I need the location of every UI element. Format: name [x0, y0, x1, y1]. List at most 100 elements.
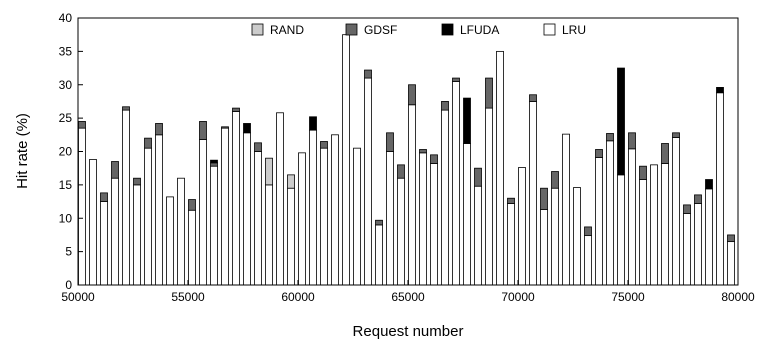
bar-group	[287, 174, 295, 286]
bar-segment-lru	[727, 241, 735, 286]
bar-segment-lru	[672, 137, 680, 286]
bar-segment-lru	[430, 163, 438, 286]
bar-segment-lru	[100, 201, 108, 286]
bar-segment-gdsf	[188, 199, 196, 211]
bar-segment-gdsf	[397, 164, 405, 179]
bar-segment-lru	[452, 81, 460, 286]
bar-segment-lru	[199, 139, 207, 286]
bar-group	[221, 126, 229, 286]
bar-segment-gdsf	[474, 167, 482, 187]
bar-segment-lru	[155, 134, 163, 286]
bar-segment-gdsf	[452, 77, 460, 82]
bar-segment-lru	[551, 187, 559, 286]
bar-segment-lru	[683, 213, 691, 286]
bar-segment-gdsf	[507, 197, 515, 204]
bar-segment-lru	[639, 179, 647, 286]
bar-group	[122, 106, 130, 286]
bar-segment-lfuda	[617, 67, 625, 176]
bar-group	[474, 167, 482, 286]
x-tick-label: 60000	[281, 290, 315, 304]
bar-segment-lru	[617, 174, 625, 286]
bar-group	[166, 196, 174, 286]
bar-group	[617, 67, 625, 286]
bar-segment-gdsf	[221, 126, 229, 129]
bar-group	[672, 132, 680, 286]
bar-segment-gdsf	[408, 84, 416, 106]
bars-layer	[78, 34, 735, 286]
x-tick-label: 65000	[391, 290, 425, 304]
bar-group	[595, 149, 603, 286]
legend-label: LRU	[562, 23, 586, 37]
bar-group	[375, 219, 383, 286]
bar-group	[331, 134, 339, 286]
legend-label: RAND	[270, 23, 304, 37]
bar-group	[89, 159, 97, 286]
bar-group	[430, 154, 438, 286]
bar-group	[364, 69, 372, 286]
bar-group	[529, 94, 537, 286]
bar-segment-lru	[408, 104, 416, 286]
ticks-layer: 0 5 10 15 20 25 30 35 40 50000 55000 60000 65000 7000…	[59, 11, 755, 304]
bar-group	[518, 167, 526, 286]
x-tick-label: 50000	[61, 290, 95, 304]
bar-group	[661, 143, 669, 286]
y-tick-label: 40	[59, 11, 73, 25]
bar-segment-gdsf	[584, 226, 592, 237]
y-tick-label: 5	[65, 245, 72, 259]
bar-group	[419, 149, 427, 286]
bar-segment-gdsf	[364, 69, 372, 79]
bar-segment-gdsf	[639, 165, 647, 180]
legend-swatch	[251, 23, 264, 36]
bar-group	[298, 152, 306, 286]
bar-segment-gdsf	[606, 133, 614, 142]
bar-segment-lfuda	[210, 159, 218, 164]
bar-segment-lru	[188, 209, 196, 286]
x-tick-label: 75000	[611, 290, 645, 304]
bar-segment-lru	[606, 140, 614, 286]
bar-group	[683, 204, 691, 286]
bar-segment-lru	[210, 165, 218, 286]
y-axis-title: Hit rate (%)	[14, 113, 31, 189]
bar-segment-lru	[309, 129, 317, 286]
bar-segment-gdsf	[100, 192, 108, 202]
bar-group	[309, 116, 317, 286]
bar-segment-lfuda	[705, 179, 713, 190]
bar-segment-gdsf	[386, 132, 394, 152]
y-tick-label: 0	[65, 278, 72, 292]
bar-group	[100, 192, 108, 286]
bar-segment-lru	[705, 188, 713, 286]
bar-segment-lru	[650, 164, 658, 286]
bar-segment-gdsf	[727, 234, 735, 243]
bar-group	[452, 77, 460, 286]
bar-segment-lru	[331, 134, 339, 286]
bar-segment-gdsf	[133, 177, 141, 186]
bar-segment-lru	[342, 34, 350, 286]
bar-segment-gdsf	[419, 149, 427, 154]
x-axis-title: Request number	[353, 323, 464, 339]
bar-group	[276, 112, 284, 286]
bar-segment-lru	[474, 185, 482, 286]
bar-segment-gdsf	[529, 94, 537, 102]
legend-item-lfuda: LFUDA	[441, 23, 499, 37]
bar-group	[727, 234, 735, 286]
bar-group	[199, 121, 207, 286]
bar-segment-gdsf	[628, 132, 636, 150]
bar-group	[320, 141, 328, 286]
bar-segment-rand	[287, 174, 295, 189]
bar-group	[210, 159, 218, 286]
bar-group	[584, 226, 592, 286]
bar-segment-lru	[507, 203, 515, 286]
bar-group	[254, 142, 262, 286]
bar-segment-lru	[540, 209, 548, 286]
legend-swatch	[543, 23, 556, 36]
bar-group	[232, 107, 240, 286]
bar-segment-lru	[375, 224, 383, 286]
bar-group	[441, 101, 449, 286]
bar-group	[243, 123, 251, 286]
y-tick-label: 25	[59, 111, 73, 125]
bar-segment-lru	[496, 50, 504, 286]
legend-swatch	[345, 23, 358, 36]
bar-segment-lru	[276, 112, 284, 286]
bar-group	[111, 161, 119, 286]
